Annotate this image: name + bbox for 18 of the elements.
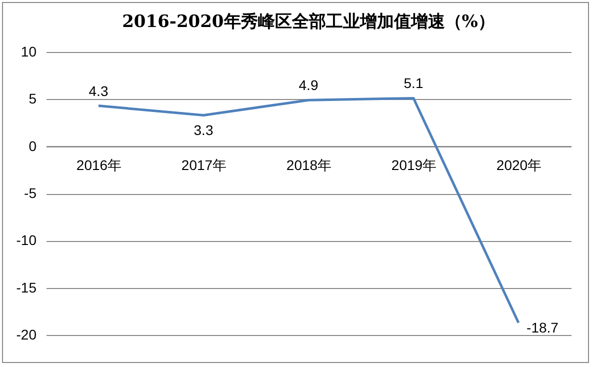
y-tick-label: -5: [24, 185, 37, 201]
y-tick-label: 5: [28, 90, 37, 107]
x-tick-label: 2018年: [286, 156, 332, 173]
x-tick-label: 2019年: [391, 156, 437, 173]
data-label: 5.1: [404, 75, 424, 92]
data-label: 4.9: [298, 77, 318, 94]
x-tick-label: 2016年: [76, 156, 122, 173]
chart-title: 2016-2020年秀峰区全部工业增加值增速（%）: [122, 12, 495, 32]
data-label: 3.3: [194, 122, 214, 138]
data-label: -18.7: [526, 320, 559, 336]
data-label: 4.3: [88, 82, 108, 99]
x-tick-label: 2017年: [181, 156, 227, 173]
y-tick-label: -20: [16, 326, 37, 342]
y-tick-label: -10: [16, 232, 37, 248]
y-tick-label: -15: [16, 279, 37, 296]
y-tick-label: 10: [20, 44, 37, 60]
x-tick-label: 2020年: [496, 156, 542, 173]
y-tick-label: 0: [28, 138, 37, 154]
